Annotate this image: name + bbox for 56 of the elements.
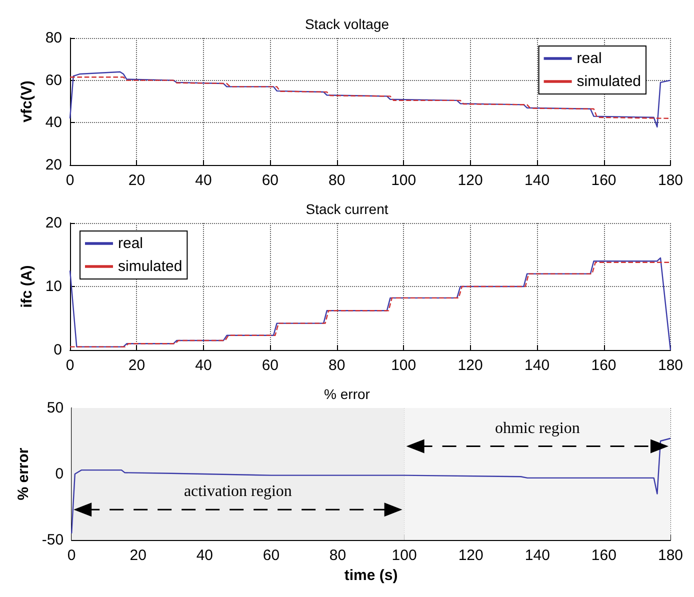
x-tick-label: 160 [591, 547, 616, 564]
x-tick-label: 140 [524, 547, 550, 564]
x-tick-label: 140 [524, 172, 550, 189]
x-tick-label: 80 [328, 357, 346, 374]
x-tick-label: 120 [458, 547, 484, 564]
x-tick-label: 0 [67, 547, 76, 564]
line-series [70, 438, 672, 534]
y-axis-title: % error [15, 448, 32, 500]
chart-title: Stack voltage [304, 16, 390, 32]
legend-label: simulated [118, 258, 182, 275]
x-tick-label: 60 [262, 357, 279, 374]
chart-title: Stack current [306, 201, 388, 217]
y-tick-label: 0 [54, 342, 62, 358]
legend-label: simulated [576, 73, 642, 90]
legend-label: real [576, 50, 602, 67]
y-tick-label: 10 [45, 278, 62, 295]
x-tick-label: 100 [392, 547, 417, 564]
chart-title: % error [324, 386, 370, 402]
y-tick-label: 60 [45, 72, 62, 89]
x-tick-label: 80 [329, 547, 346, 564]
x-tick-label: 40 [195, 357, 212, 374]
x-tick-label: 160 [591, 172, 616, 189]
x-tick-label: 180 [658, 172, 683, 189]
x-tick-label: 100 [391, 357, 416, 374]
x-tick-label: 160 [591, 357, 616, 374]
x-tick-label: 20 [128, 357, 146, 374]
y-tick-label: 50 [46, 400, 64, 416]
x-tick-label: 140 [524, 357, 550, 374]
x-tick-label: 20 [130, 547, 146, 564]
legend-label: real [118, 235, 144, 252]
y-axis-title: vfc(V) [18, 80, 36, 122]
x-tick-label: 180 [658, 357, 683, 374]
y-tick-label: 20 [45, 214, 62, 232]
x-tick-label: 20 [128, 172, 146, 189]
x-tick-label: 60 [262, 547, 280, 564]
line-series [69, 71, 672, 128]
y-tick-label: 0 [55, 466, 64, 482]
x-tick-label: 40 [196, 547, 214, 564]
y-tick-label: 40 [45, 114, 62, 132]
x-tick-label: 80 [328, 172, 346, 189]
x-tick-label: 180 [658, 547, 683, 564]
x-tick-label: 40 [195, 172, 212, 189]
x-tick-label: 120 [458, 172, 483, 189]
y-tick-label: 80 [45, 30, 62, 46]
x-tick-label: 0 [66, 357, 74, 374]
y-tick-label: -50 [42, 532, 64, 548]
line-series [69, 76, 672, 120]
x-tick-label: 60 [262, 172, 279, 189]
band-label: activation region [184, 483, 292, 500]
y-axis-title: ifc (A) [18, 265, 36, 308]
x-axis-title: time (s) [344, 567, 398, 584]
x-tick-label: 100 [391, 172, 416, 189]
x-tick-label: 120 [458, 357, 483, 374]
y-tick-label: 20 [45, 156, 62, 174]
band-label: ohmic region [494, 420, 580, 437]
x-tick-label: 0 [66, 172, 74, 189]
